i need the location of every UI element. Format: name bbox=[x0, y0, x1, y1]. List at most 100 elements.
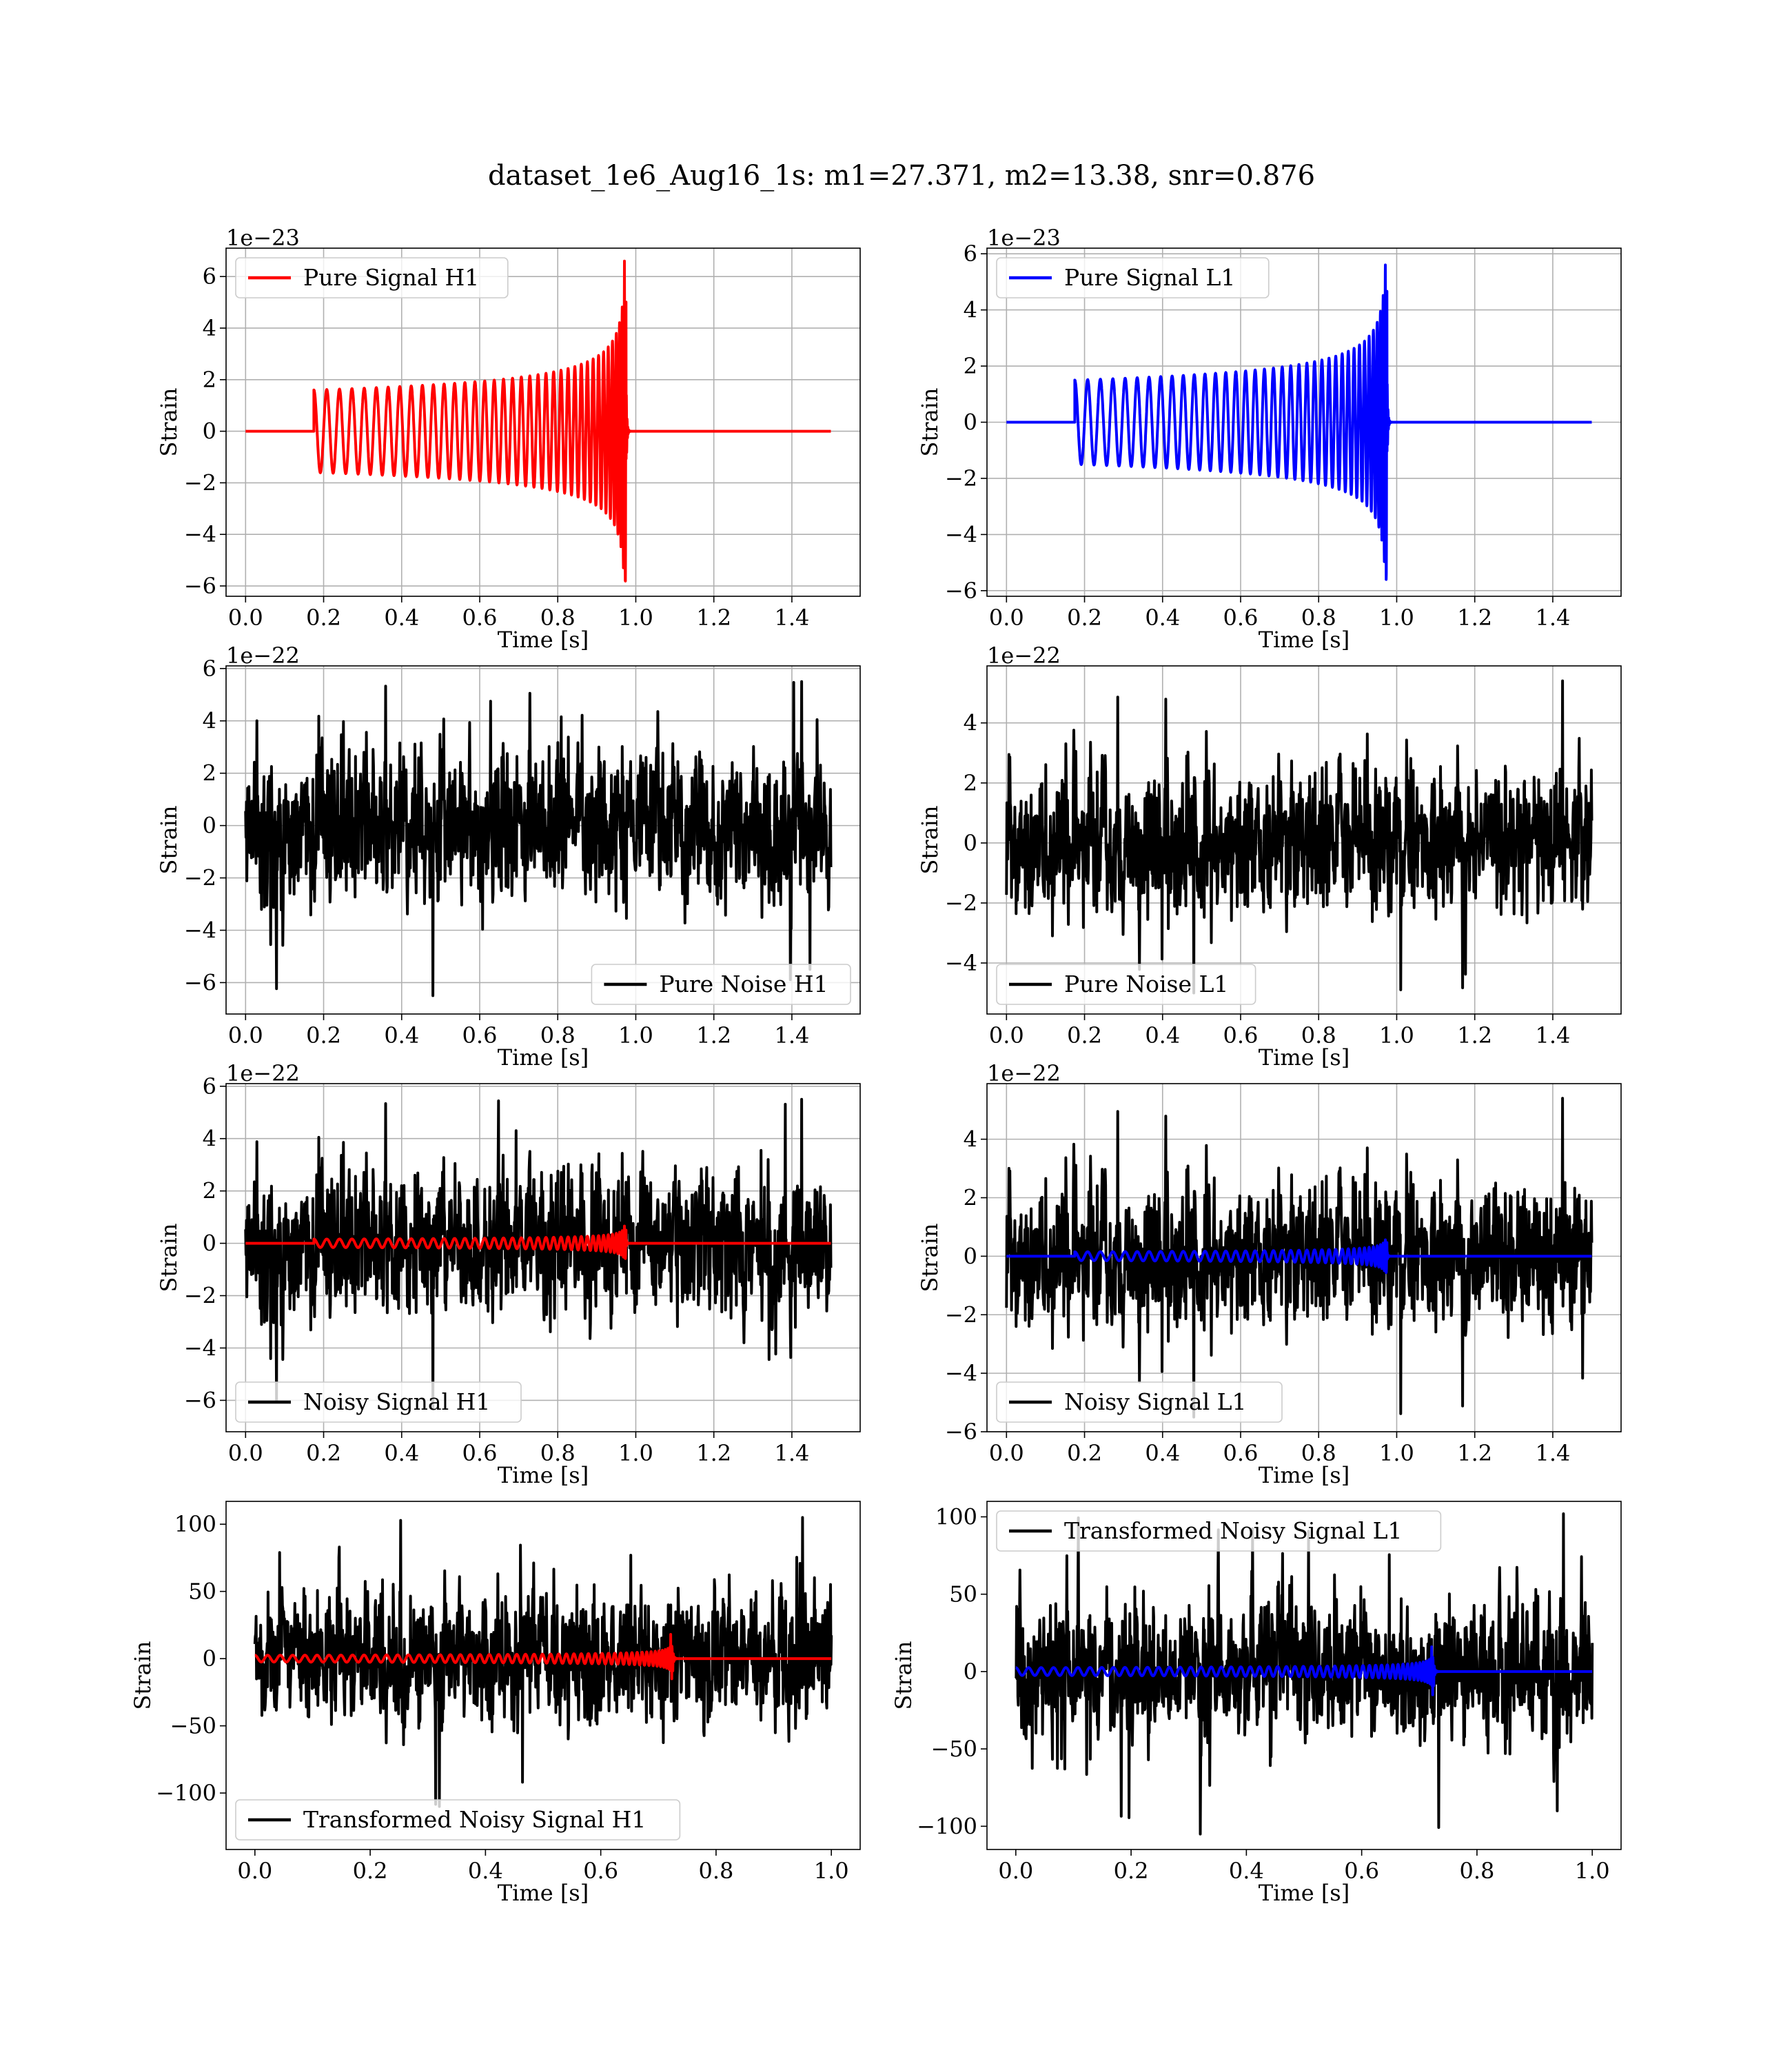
series-group bbox=[245, 259, 831, 582]
y-tick-label: 50 bbox=[949, 1581, 977, 1608]
series-line-pure-signal-l1 bbox=[1006, 263, 1592, 581]
x-tick-label: 0.8 bbox=[540, 605, 576, 631]
y-tick-label: −2 bbox=[945, 465, 977, 491]
x-tick-label: 0.2 bbox=[353, 1858, 388, 1884]
y-tick-label: −4 bbox=[945, 521, 977, 547]
legend: Pure Signal H1 bbox=[235, 257, 509, 298]
x-tick-label: 0.4 bbox=[384, 1440, 419, 1466]
x-axis-label: Time [s] bbox=[498, 1462, 589, 1488]
y-tick-label: −100 bbox=[917, 1813, 977, 1839]
x-tick-label: 0.0 bbox=[989, 605, 1024, 631]
y-tick-label: −6 bbox=[184, 573, 216, 599]
y-tick-label: 0 bbox=[964, 830, 977, 856]
y-tick-label: 0 bbox=[203, 418, 216, 445]
legend-label: Transformed Noisy Signal H1 bbox=[303, 1806, 646, 1833]
y-tick-label: 2 bbox=[964, 770, 977, 796]
x-tick-label: 1.4 bbox=[1535, 1022, 1570, 1048]
y-tick-label: −4 bbox=[184, 917, 216, 943]
y-tick-label: 2 bbox=[203, 367, 216, 393]
x-tick-label: 0.8 bbox=[1459, 1858, 1494, 1884]
x-tick-label: 0.8 bbox=[540, 1022, 576, 1048]
x-tick-label: 0.6 bbox=[1223, 605, 1259, 631]
legend: Noisy Signal H1 bbox=[235, 1381, 522, 1423]
y-axis-label: Strain bbox=[156, 388, 182, 457]
y-tick-label: −100 bbox=[156, 1780, 216, 1806]
y-tick-label: 2 bbox=[964, 1185, 977, 1211]
x-tick-label: 1.2 bbox=[1457, 1022, 1492, 1048]
x-tick-label: 0.4 bbox=[468, 1858, 503, 1884]
axis-offset-text: 1e−23 bbox=[226, 225, 300, 251]
x-tick-label: 1.0 bbox=[814, 1858, 849, 1884]
x-tick-label: 0.0 bbox=[998, 1858, 1033, 1884]
x-tick-label: 1.2 bbox=[1457, 605, 1492, 631]
x-tick-label: 0.4 bbox=[384, 605, 419, 631]
legend: Transformed Noisy Signal H1 bbox=[235, 1799, 681, 1841]
x-tick-label: 0.2 bbox=[1067, 605, 1102, 631]
series-group bbox=[244, 680, 833, 997]
x-tick-label: 1.0 bbox=[1379, 1022, 1414, 1048]
series-line-overlay-1 bbox=[1006, 1238, 1592, 1275]
y-tick-label: 2 bbox=[964, 353, 977, 379]
series-line-transformed-noisy-signal-l1 bbox=[1015, 1512, 1594, 1836]
x-axis-label: Time [s] bbox=[1259, 1044, 1350, 1071]
y-tick-label: −2 bbox=[184, 865, 216, 891]
axes-frame bbox=[225, 1083, 861, 1432]
y-tick-label: 100 bbox=[935, 1503, 977, 1530]
subplot-transformed-noisy-signal-l1: 0.0 0.2 0.4 0.6 0.8 1.0 −100 −50 0 50 100 Time [s] S… bbox=[890, 1501, 1622, 1906]
x-tick-label: 0.2 bbox=[1067, 1440, 1102, 1466]
y-axis-label: Strain bbox=[156, 1224, 182, 1292]
legend-box bbox=[235, 1381, 522, 1423]
y-tick-label: −2 bbox=[945, 1301, 977, 1328]
x-axis-label: Time [s] bbox=[1259, 1880, 1350, 1906]
y-tick-label: −6 bbox=[945, 578, 977, 604]
axes-frame bbox=[225, 1501, 861, 1850]
y-tick-label: −4 bbox=[945, 1360, 977, 1386]
x-tick-label: 0.2 bbox=[306, 605, 341, 631]
x-tick-label: 0.2 bbox=[1114, 1858, 1149, 1884]
y-tick-label: −6 bbox=[945, 1419, 977, 1445]
y-tick-label: 4 bbox=[203, 708, 216, 734]
axes-frame bbox=[225, 247, 861, 597]
legend: Pure Noise L1 bbox=[996, 964, 1256, 1005]
x-tick-label: 0.8 bbox=[698, 1858, 733, 1884]
x-axis-label: Time [s] bbox=[498, 1044, 589, 1071]
y-tick-label: −6 bbox=[184, 1387, 216, 1413]
x-tick-label: 1.4 bbox=[774, 605, 809, 631]
x-axis-label: Time [s] bbox=[498, 627, 589, 653]
x-tick-label: 0.4 bbox=[384, 1022, 419, 1048]
x-tick-label: 0.8 bbox=[540, 1440, 576, 1466]
series-group bbox=[1005, 679, 1594, 995]
y-tick-label: 0 bbox=[964, 1243, 977, 1269]
y-tick-label: 4 bbox=[203, 315, 216, 341]
x-axis-label: Time [s] bbox=[1259, 627, 1350, 653]
x-tick-label: 0.2 bbox=[306, 1022, 341, 1048]
y-tick-label: 6 bbox=[203, 263, 216, 290]
y-tick-label: −4 bbox=[184, 1335, 216, 1361]
series-line-pure-noise-l1 bbox=[1005, 679, 1594, 995]
series-group bbox=[1005, 1097, 1594, 1419]
y-tick-label: 50 bbox=[188, 1579, 216, 1605]
series-line-overlay-1 bbox=[245, 1224, 831, 1260]
x-tick-label: 0.4 bbox=[1229, 1858, 1264, 1884]
series-line-pure-noise-h1 bbox=[244, 680, 833, 997]
y-tick-label: 4 bbox=[203, 1126, 216, 1152]
y-tick-label: 4 bbox=[964, 297, 977, 323]
x-tick-label: 1.0 bbox=[1379, 1440, 1414, 1466]
y-tick-label: 2 bbox=[203, 760, 216, 787]
y-axis-label: Strain bbox=[917, 1224, 943, 1292]
series-line-pure-signal-h1 bbox=[245, 259, 831, 582]
subplot-pure-noise-l1: 0.0 0.2 0.4 0.6 0.8 1.0 1.2 1.4 −4 −2 0 2 4 Time [s] S… bbox=[917, 642, 1622, 1071]
x-tick-label: 0.0 bbox=[989, 1022, 1024, 1048]
subplot-pure-signal-l1: 0.0 0.2 0.4 0.6 0.8 1.0 1.2 1.4 −6 −4 −2 0 2 4 6 Time [… bbox=[917, 225, 1622, 653]
x-axis-label: Time [s] bbox=[498, 1880, 589, 1906]
legend-label: Pure Noise H1 bbox=[659, 971, 828, 997]
legend: Pure Signal L1 bbox=[996, 257, 1270, 298]
x-tick-label: 0.2 bbox=[1067, 1022, 1102, 1048]
x-tick-label: 1.0 bbox=[1379, 605, 1414, 631]
x-tick-label: 1.4 bbox=[774, 1440, 809, 1466]
figure-title: dataset_1e6_Aug16_1s: m1=27.371, m2=13.3… bbox=[488, 160, 1315, 192]
x-tick-label: 0.4 bbox=[1145, 1440, 1180, 1466]
y-tick-label: 0 bbox=[203, 813, 216, 839]
legend: Transformed Noisy Signal L1 bbox=[996, 1510, 1442, 1552]
